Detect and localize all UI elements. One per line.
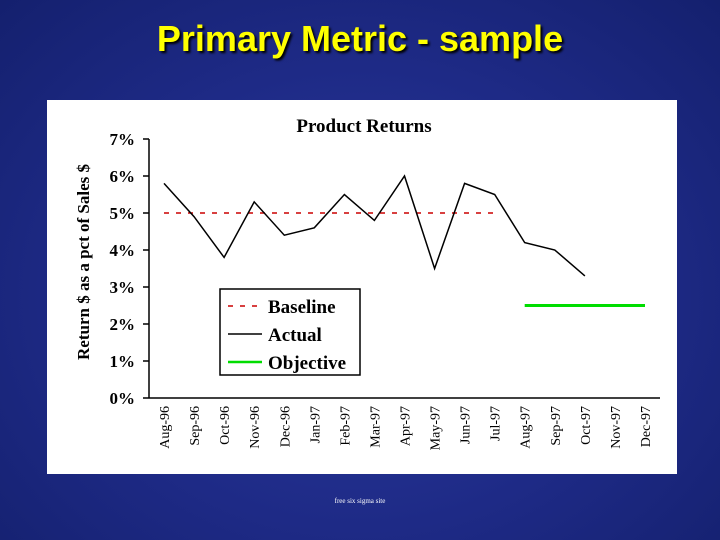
- x-tick-label: Aug-97: [519, 406, 534, 449]
- legend-label-objective: Objective: [268, 353, 346, 374]
- x-tick-label: Dec-96: [278, 406, 293, 447]
- legend-box: [219, 288, 361, 376]
- y-tick-label: 4%: [110, 241, 136, 260]
- chart-series: [163, 174, 645, 307]
- y-axis-label: Return $ as a pct of Sales $: [74, 164, 93, 360]
- footer-note: free six sigma site: [334, 497, 386, 505]
- x-tick-label: Sep-96: [188, 406, 203, 446]
- slide-title: Primary Metric - sample: [156, 18, 564, 59]
- x-tick-label: Mar-97: [368, 406, 383, 448]
- y-tick-label: 5%: [110, 204, 136, 223]
- legend-label-baseline: Baseline: [268, 297, 336, 318]
- y-tick-label: 2%: [110, 315, 136, 334]
- chart-legend: Baseline Actual Objective: [219, 288, 361, 376]
- y-tick-label: 0%: [110, 389, 136, 408]
- x-tick-label: Oct-97: [579, 406, 594, 445]
- x-tick-label: May-97: [429, 406, 444, 450]
- x-tick-label: Sep-97: [549, 406, 564, 446]
- y-tick-label: 7%: [110, 130, 136, 149]
- x-tick-label: Dec-97: [639, 406, 654, 447]
- x-tick-label: Jun-97: [459, 406, 474, 444]
- x-tick-label: Jul-97: [489, 406, 504, 441]
- y-tick-label: 1%: [110, 352, 136, 371]
- x-tick-label: Nov-97: [609, 406, 624, 449]
- product-returns-chart: Product Returns Return $ as a pct of Sal…: [74, 116, 660, 450]
- x-tick-label: Oct-96: [218, 406, 233, 445]
- x-tick-label: Jan-97: [308, 406, 323, 443]
- legend-label-actual: Actual: [268, 325, 322, 346]
- y-tick-label: 3%: [110, 278, 136, 297]
- chart-axes: 0% 1% 2% 3% 4% 5% 6% 7% Aug-96 Sep-96 Oct-96 Nov-96…: [110, 130, 660, 450]
- x-tick-label: Nov-96: [248, 406, 263, 449]
- x-tick-label: Feb-97: [338, 406, 353, 446]
- chart-panel: Product Returns Return $ as a pct of Sal…: [47, 100, 677, 474]
- y-tick-label: 6%: [110, 167, 136, 186]
- actual-series-line: [163, 174, 586, 277]
- x-tick-label: Apr-97: [399, 406, 414, 446]
- chart-title: Product Returns: [296, 116, 431, 137]
- x-tick-label: Aug-96: [158, 406, 173, 449]
